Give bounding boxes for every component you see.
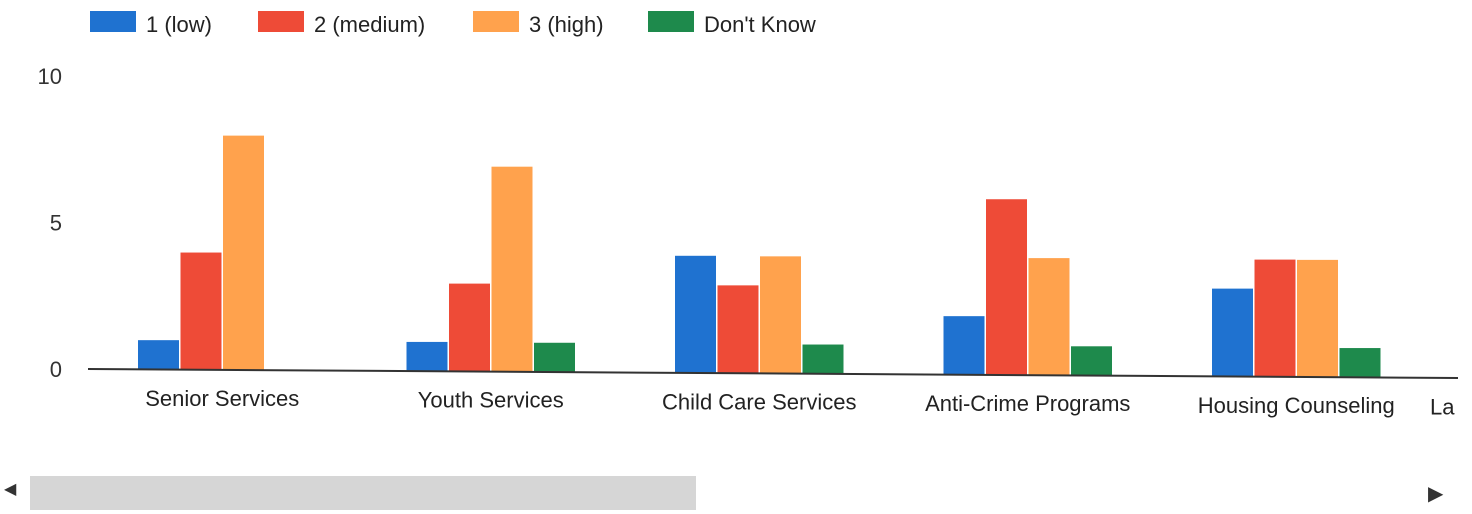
y-tick-label-5: 5 (50, 211, 62, 236)
bar-5-3 (1297, 259, 1338, 378)
bar-2-4 (534, 342, 575, 373)
legend-swatch-2 (258, 11, 304, 32)
bar-1-3 (223, 135, 264, 371)
x-category-label-6: La (1430, 395, 1455, 420)
legend-label-1: 1 (low) (146, 12, 212, 37)
bar-5-2 (1254, 259, 1296, 377)
bar-1-2 (180, 252, 222, 370)
x-category-label-4: Anti-Crime Programs (925, 391, 1130, 416)
legend-swatch-3 (473, 11, 519, 32)
bar-1-1 (138, 340, 179, 370)
bar-4-3 (1028, 258, 1070, 376)
y-tick-label-0: 0 (50, 357, 62, 382)
x-category-label-2: Youth Services (418, 388, 564, 413)
y-tick-label-10: 10 (38, 64, 62, 89)
bar-2-3 (491, 166, 533, 372)
bar-2-2 (449, 283, 490, 372)
x-axis-labels: Senior Services Youth Services Child Care … (145, 386, 1455, 420)
bar-2-1 (406, 341, 448, 372)
legend-label-4: Don't Know (704, 12, 816, 37)
bar-3-1 (675, 255, 716, 373)
scroll-right-arrow-icon[interactable]: ▶ (1428, 483, 1444, 505)
scroll-left-arrow-icon[interactable]: ◀ (4, 481, 17, 498)
bar-4-2 (986, 199, 1027, 376)
bar-3-3 (760, 256, 801, 374)
legend-swatch-1 (90, 11, 136, 32)
bar-4-4 (1071, 346, 1112, 376)
x-category-label-1: Senior Services (145, 386, 299, 411)
bar-3-4 (802, 344, 844, 374)
y-axis: 0 5 10 (38, 64, 62, 382)
bar-5-1 (1212, 288, 1253, 377)
legend-label-3: 3 (high) (529, 12, 604, 37)
bar-5-4 (1339, 348, 1381, 378)
legend-label-2: 2 (medium) (314, 12, 425, 37)
bars (138, 135, 1381, 378)
legend: 1 (low) 2 (medium) 3 (high) Don't Know (90, 11, 816, 37)
x-category-label-5: Housing Counseling (1198, 393, 1395, 418)
x-axis-baseline (87, 368, 1459, 379)
legend-swatch-4 (648, 11, 694, 32)
horizontal-scrollbar-thumb[interactable] (30, 476, 696, 510)
bar-4-1 (943, 316, 985, 375)
bar-3-2 (717, 285, 759, 374)
x-category-label-3: Child Care Services (662, 389, 856, 414)
